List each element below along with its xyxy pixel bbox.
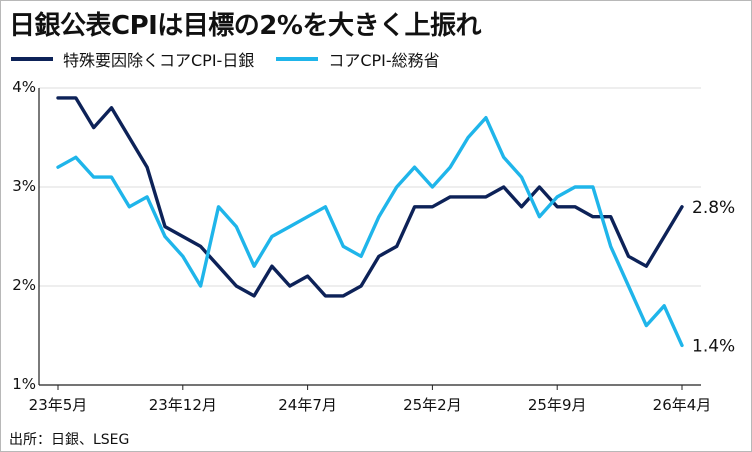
chart-title: 日銀公表CPIは目標の2%を大きく上振れ xyxy=(9,11,481,41)
x-tick-label: 26年4月 xyxy=(653,396,712,414)
legend-label-series-1: 特殊要因除くコアCPI-日銀 xyxy=(63,51,255,70)
legend-swatch-series-1 xyxy=(11,57,53,61)
y-tick-label: 1% xyxy=(12,375,36,393)
legend-swatch-series-2 xyxy=(276,57,319,61)
legend-item-series-1: 特殊要因除くコアCPI-日銀 xyxy=(11,47,254,71)
end-value-label-series-1: 2.8% xyxy=(692,198,735,218)
y-tick-label: 2% xyxy=(12,276,36,294)
chart-legend: 特殊要因除くコアCPI-日銀 コアCPI-総務省 xyxy=(11,47,462,71)
x-tick-label: 24年7月 xyxy=(278,396,337,414)
legend-label-series-2: コアCPI-総務省 xyxy=(328,51,440,70)
series-line-1 xyxy=(56,96,684,298)
y-tick-label: 4% xyxy=(12,78,36,96)
x-tick-label: 23年12月 xyxy=(149,396,217,414)
x-tick-label: 23年5月 xyxy=(29,396,88,414)
source-note: 出所：日銀、LSEG xyxy=(9,432,130,448)
x-tick-label: 25年2月 xyxy=(403,396,462,414)
series-line-2 xyxy=(56,115,684,348)
x-tick-label: 25年9月 xyxy=(528,396,587,414)
y-tick-label: 3% xyxy=(12,177,36,195)
end-value-label-series-2: 1.4% xyxy=(692,336,735,356)
legend-item-series-2: コアCPI-総務省 xyxy=(276,47,440,71)
